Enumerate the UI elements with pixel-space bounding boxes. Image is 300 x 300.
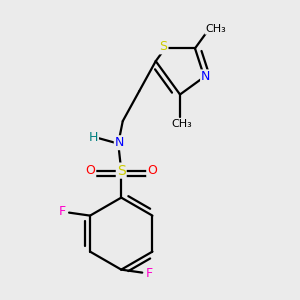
Text: CH₃: CH₃ xyxy=(171,119,192,130)
Text: O: O xyxy=(85,164,95,177)
Text: H: H xyxy=(89,131,98,144)
Text: N: N xyxy=(115,136,124,149)
Text: O: O xyxy=(147,164,157,177)
Text: S: S xyxy=(117,164,126,178)
Text: F: F xyxy=(145,267,152,280)
Text: N: N xyxy=(201,70,210,83)
Text: S: S xyxy=(160,40,167,53)
Text: F: F xyxy=(59,205,66,218)
Text: CH₃: CH₃ xyxy=(205,24,226,34)
